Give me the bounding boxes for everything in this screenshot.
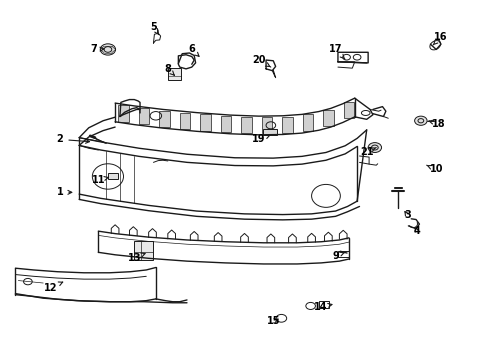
Bar [167,68,181,80]
Bar [323,110,333,126]
Bar [262,129,277,135]
Bar [118,105,129,122]
Text: 10: 10 [426,165,442,174]
Text: 16: 16 [432,32,447,45]
Text: 13: 13 [127,253,145,262]
Circle shape [414,116,426,125]
Text: 1: 1 [57,187,72,197]
Bar [343,102,353,118]
Text: 18: 18 [428,118,445,129]
Text: 9: 9 [331,251,344,261]
Text: 2: 2 [57,134,89,144]
Text: 8: 8 [164,64,174,75]
Circle shape [100,44,115,55]
Bar [241,117,251,133]
Text: 17: 17 [328,45,345,59]
Bar [261,117,272,133]
Text: 19: 19 [252,134,269,144]
Bar [134,241,153,260]
Text: 4: 4 [413,226,420,236]
Bar [302,114,313,131]
Circle shape [367,143,381,153]
Bar [338,251,348,257]
Text: 20: 20 [252,55,270,67]
Text: 21: 21 [359,147,375,157]
Text: 5: 5 [150,22,159,35]
Bar [221,116,231,132]
Text: 6: 6 [188,45,199,57]
Bar [139,108,149,125]
Bar [200,114,210,131]
Text: 15: 15 [266,316,280,326]
Text: 14: 14 [314,302,331,312]
Text: 7: 7 [90,45,103,54]
Text: 12: 12 [43,282,62,293]
Bar [159,111,170,127]
Text: 11: 11 [91,175,108,185]
Bar [318,301,328,308]
Bar [180,113,190,129]
Bar [282,117,292,133]
Text: 3: 3 [403,210,410,220]
Bar [108,172,118,179]
